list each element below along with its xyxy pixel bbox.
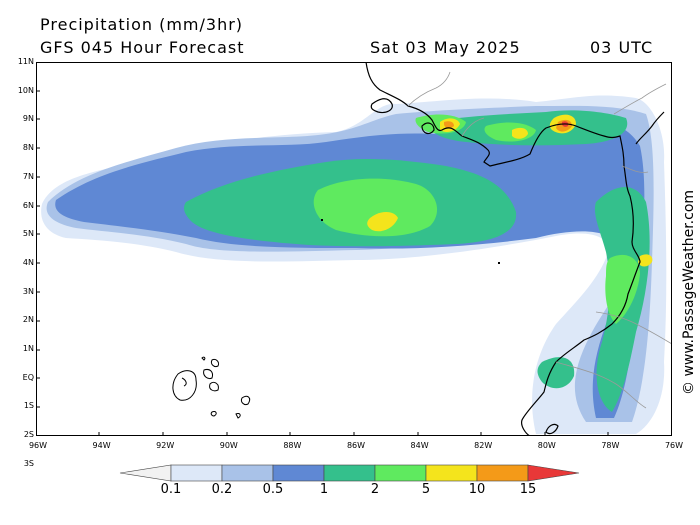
forecast-time: 03 UTC [590,38,654,57]
longitude-label: 78W [601,441,620,450]
precip-layer-10mm [367,114,653,267]
longitude-label: 92W [156,441,175,450]
small-islands [321,219,500,264]
legend-swatch [374,464,427,482]
legend-label: 5 [421,482,431,497]
copyright-notice: © www.PassageWeather.com [681,190,697,395]
country-borders [407,71,672,409]
latitude-label: 10N [17,85,34,95]
latitude-label: 3N [22,286,34,296]
forecast-subtitle: GFS 045 Hour Forecast [40,38,245,57]
latitude-label: EQ [22,372,34,382]
map-frame [36,62,672,436]
legend-arrow-low [119,464,172,482]
longitude-label: 84W [410,441,429,450]
legend-swatch [221,464,274,482]
latitude-label: 8N [22,143,34,153]
latitude-label: 1S [23,401,34,411]
legend-swatch [476,464,529,482]
longitude-label: 82W [474,441,493,450]
latitude-label: 4N [22,257,34,267]
latitude-label: 11N [17,57,34,66]
coastline [365,62,665,436]
legend-label: 0.5 [262,482,284,497]
latitude-label: 9N [22,114,34,124]
latitude-label: 5N [22,229,34,239]
legend-arrow-high [527,464,580,482]
precipitation-legend [119,464,580,482]
longitude-label: 96W [28,441,48,450]
legend-swatch [272,464,325,482]
legend-label: 0.1 [160,482,182,497]
latitude-label: 3S [23,458,34,468]
latitude-label: 6N [22,200,34,210]
precipitation-map [36,62,672,436]
longitude-label: 90W [219,441,238,450]
longitude-label: 94W [92,441,111,450]
latitude-label: 2S [23,430,34,440]
longitude-label: 88W [283,441,302,450]
latitude-label: 7N [22,171,34,181]
legend-swatch [425,464,478,482]
legend-swatch [170,464,223,482]
copyright-text: © www.PassageWeather.com [681,190,697,395]
legend-label: 2 [370,482,380,497]
map-title: Precipitation (mm/3hr) [40,15,244,34]
legend-swatch [323,464,376,482]
forecast-date: Sat 03 May 2025 [370,38,521,57]
latitude-label: 2N [22,315,34,325]
legend-label: 10 [468,482,486,497]
longitude-label: 76W [664,441,684,450]
galapagos-islands [172,356,251,419]
longitude-label: 80W [537,441,556,450]
legend-label: 1 [319,482,329,497]
legend-label: 15 [519,482,537,497]
latitude-label: 1N [22,344,34,353]
legend-label: 0.2 [211,482,233,497]
longitude-label: 86W [346,441,366,450]
